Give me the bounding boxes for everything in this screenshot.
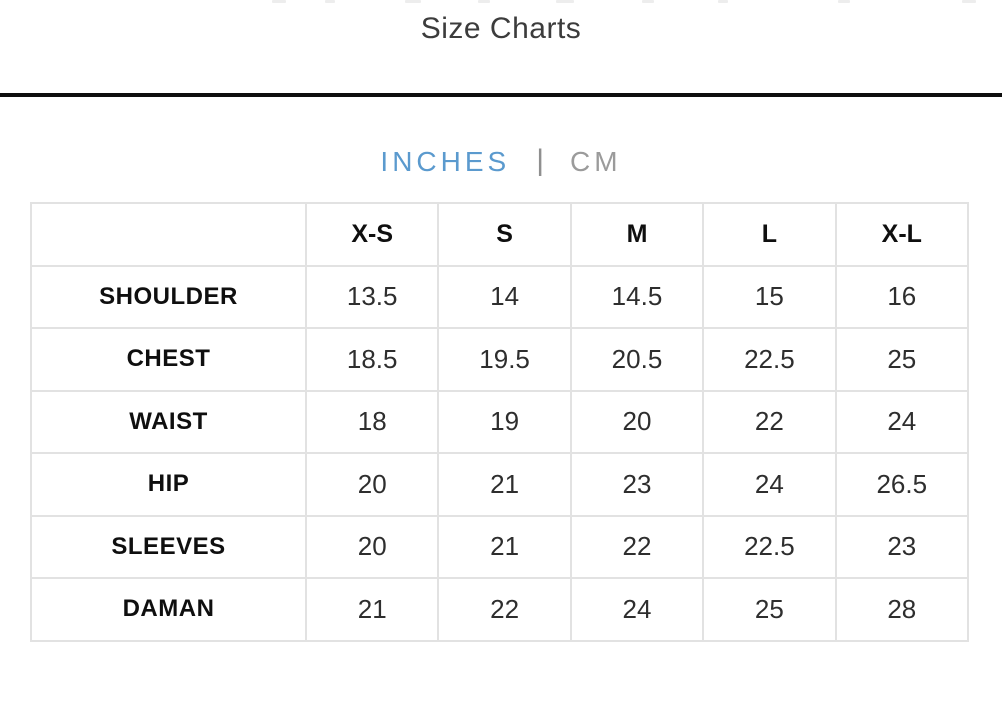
header-cell-l: L xyxy=(702,202,837,267)
table-row-shoulder: SHOULDER 13.5 14 14.5 15 16 xyxy=(30,264,970,329)
row-label: DAMAN xyxy=(30,577,307,642)
measurement-value: 22 xyxy=(437,577,572,642)
header-divider xyxy=(0,93,1002,97)
unit-toggle-separator: | xyxy=(536,144,545,177)
measurement-value: 19 xyxy=(437,389,572,454)
measurement-value: 23 xyxy=(834,514,970,579)
measurement-value: 14.5 xyxy=(569,264,705,329)
measurement-value: 21 xyxy=(304,577,440,642)
header-cell-m: M xyxy=(569,202,705,267)
measurement-value: 24 xyxy=(702,452,837,517)
measurement-value: 25 xyxy=(702,577,837,642)
table-row-chest: CHEST 18.5 19.5 20.5 22.5 25 xyxy=(30,327,970,392)
measurement-value: 20 xyxy=(569,389,705,454)
measurement-value: 20 xyxy=(304,452,440,517)
size-chart-table: X-S S M L X-L SHOULDER 13.5 14 14.5 15 1… xyxy=(30,202,970,642)
table-row-waist: WAIST 18 19 20 22 24 xyxy=(30,389,970,454)
unit-toggle: INCHES | CM xyxy=(0,144,1002,179)
table-row-hip: HIP 20 21 23 24 26.5 xyxy=(30,452,970,517)
measurement-value: 22 xyxy=(702,389,837,454)
measurement-value: 23 xyxy=(569,452,705,517)
measurement-value: 24 xyxy=(834,389,970,454)
measurement-value: 22.5 xyxy=(702,514,837,579)
page-title: Size Charts xyxy=(420,12,582,45)
unit-option-cm[interactable]: CM xyxy=(570,146,622,177)
table-row-daman: DAMAN 21 22 24 25 28 xyxy=(30,577,970,642)
row-label: SLEEVES xyxy=(30,514,307,579)
table-row-sleeves: SLEEVES 20 21 22 22.5 23 xyxy=(30,514,970,579)
measurement-value: 28 xyxy=(834,577,970,642)
measurement-value: 22 xyxy=(569,514,705,579)
measurement-value: 24 xyxy=(569,577,705,642)
measurement-value: 20 xyxy=(304,514,440,579)
row-label: WAIST xyxy=(30,389,307,454)
measurement-value: 18 xyxy=(304,389,440,454)
header-cell-xl: X-L xyxy=(834,202,970,267)
measurement-value: 16 xyxy=(834,264,970,329)
unit-option-inches[interactable]: INCHES xyxy=(380,146,511,177)
header-cell-xs: X-S xyxy=(304,202,440,267)
row-label: HIP xyxy=(30,452,307,517)
row-label: SHOULDER xyxy=(30,264,307,329)
row-label: CHEST xyxy=(30,327,307,392)
table-header-row: X-S S M L X-L xyxy=(30,202,970,267)
measurement-value: 21 xyxy=(437,452,572,517)
measurement-value: 18.5 xyxy=(304,327,440,392)
cropped-text-remnant xyxy=(0,0,1002,4)
measurement-value: 21 xyxy=(437,514,572,579)
measurement-value: 26.5 xyxy=(834,452,970,517)
header-cell-blank xyxy=(30,202,307,267)
measurement-value: 22.5 xyxy=(702,327,837,392)
measurement-value: 19.5 xyxy=(437,327,572,392)
measurement-value: 25 xyxy=(834,327,970,392)
measurement-value: 13.5 xyxy=(304,264,440,329)
measurement-value: 20.5 xyxy=(569,327,705,392)
measurement-value: 14 xyxy=(437,264,572,329)
header-cell-s: S xyxy=(437,202,572,267)
measurement-value: 15 xyxy=(702,264,837,329)
